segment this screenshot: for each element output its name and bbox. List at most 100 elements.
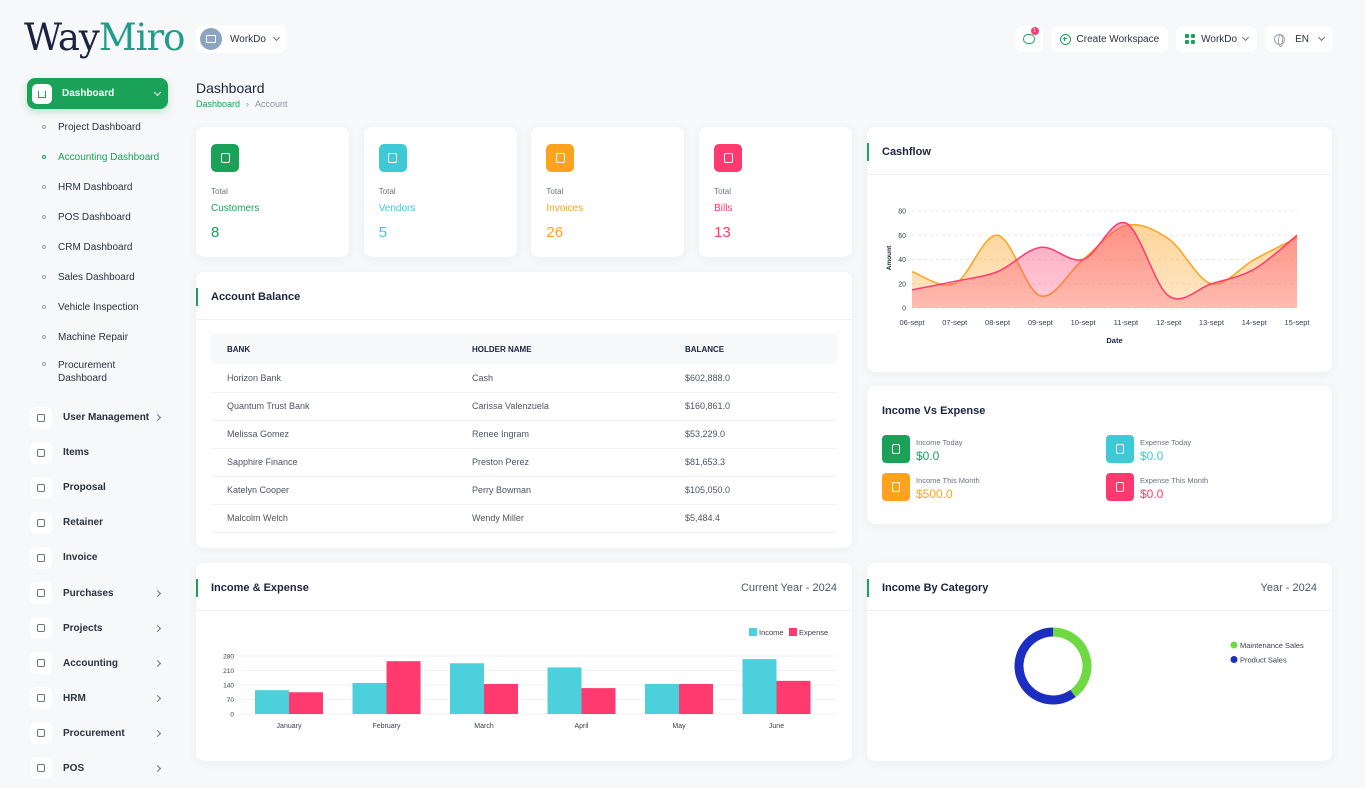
x-tick-label: 11-sept xyxy=(1114,318,1139,327)
checklist-icon xyxy=(30,617,52,640)
stat-value: 13 xyxy=(714,224,731,241)
sidebar-subitem[interactable]: Procurement Dashboard xyxy=(18,356,176,398)
legend-label[interactable]: Income xyxy=(759,628,784,637)
language-dropdown[interactable]: EN xyxy=(1265,26,1333,52)
x-tick-label: 15-sept xyxy=(1284,318,1310,327)
chevron-right-icon xyxy=(153,694,162,702)
y-tick-label: 280 xyxy=(223,654,234,661)
legend-label[interactable]: Product Sales xyxy=(1240,656,1287,665)
sidebar-item-procurement[interactable]: Procurement xyxy=(18,716,176,751)
wallet-icon xyxy=(1106,473,1134,501)
invoice-icon xyxy=(30,546,52,569)
dots-grid-icon xyxy=(30,757,52,780)
sidebar-item-hrm[interactable]: HRM xyxy=(18,681,176,716)
stat-card-bills[interactable]: Total Bills 13 xyxy=(699,127,853,257)
sidebar-item-invoice[interactable]: Invoice xyxy=(18,540,176,575)
sidebar-item-items[interactable]: Items xyxy=(18,435,176,470)
workspace-dropdown-label: WorkDo xyxy=(1201,33,1238,45)
sidebar-item-retainer[interactable]: Retainer xyxy=(18,505,176,540)
stat-value: 8 xyxy=(211,224,220,241)
sidebar-item-dashboard[interactable]: Dashboard xyxy=(27,78,168,109)
legend-label[interactable]: Maintenance Sales xyxy=(1240,641,1304,650)
table-cell: Horizon Bank xyxy=(211,364,456,393)
income-category-chart: Maintenance Sales Product Sales xyxy=(1014,627,1304,705)
sidebar-item-projects[interactable]: Projects xyxy=(18,611,176,646)
sidebar-item-purchases[interactable]: Purchases xyxy=(18,575,176,610)
home-icon xyxy=(32,83,52,104)
sidebar-subitem[interactable]: Accounting Dashboard xyxy=(18,146,176,176)
y-tick-label: 0 xyxy=(902,306,906,313)
legend-label[interactable]: Expense xyxy=(799,628,828,637)
sidebar: Dashboard Project Dashboard Accounting Da… xyxy=(18,72,176,786)
sidebar-subitem[interactable]: CRM Dashboard xyxy=(18,236,176,266)
brand-part2: Miro xyxy=(98,16,186,59)
globe-icon xyxy=(1274,33,1286,47)
bullet-icon xyxy=(42,215,46,219)
hrm-icon xyxy=(30,687,52,710)
chat-icon xyxy=(1022,34,1035,44)
y-tick-label: 0 xyxy=(230,712,234,719)
table-cell: $105,050.0 xyxy=(669,476,837,505)
y-tick-label: 210 xyxy=(223,668,234,675)
legend-swatch xyxy=(749,628,757,636)
area-fill-series-1 xyxy=(912,222,1297,308)
sidebar-subitem-label: Project Dashboard xyxy=(58,122,141,133)
sidebar-item-accounting[interactable]: Accounting xyxy=(18,646,176,681)
create-workspace-button[interactable]: Create Workspace xyxy=(1050,26,1169,52)
brand-logo[interactable]: WayMiro xyxy=(24,16,186,59)
table-cell: $5,484.4 xyxy=(669,504,837,533)
sidebar-item-label: Retainer xyxy=(63,517,104,529)
workspace-switcher[interactable]: WorkDo xyxy=(196,25,287,53)
bar-income-february xyxy=(352,682,387,714)
sidebar-subitem-label: Accounting Dashboard xyxy=(58,152,160,163)
period-label[interactable]: Current Year - 2024 xyxy=(740,582,837,594)
language-label: EN xyxy=(1295,33,1309,45)
bar-income-may xyxy=(645,683,679,714)
table-cell: $160,861.0 xyxy=(669,392,837,421)
stat-name: Customers xyxy=(211,203,260,214)
table-cell: $53,229.0 xyxy=(669,420,837,449)
bullet-icon xyxy=(42,275,46,279)
wallet-icon xyxy=(882,473,910,501)
sidebar-item-user-management[interactable]: User Management xyxy=(18,400,176,435)
cashflow-card: Cashflow 0 20 40 60 80 06-sept 07-sept 08-sept 0… xyxy=(867,127,1332,372)
x-tick-label: 07-sept xyxy=(942,318,968,327)
breadcrumb-home[interactable]: Dashboard xyxy=(196,99,241,109)
stat-name: Vendors xyxy=(378,203,416,214)
stat-card-vendors[interactable]: Total Vendors 5 xyxy=(363,127,517,257)
table-cell: Perry Bowman xyxy=(456,476,669,505)
sidebar-subitem[interactable]: POS Dashboard xyxy=(18,206,176,236)
proposal-icon xyxy=(30,476,52,499)
procurement-icon xyxy=(30,722,52,745)
grid-icon xyxy=(30,652,52,675)
chat-button[interactable]: 1 xyxy=(1014,26,1043,52)
building-icon xyxy=(200,28,222,50)
sidebar-item-pos[interactable]: POS xyxy=(18,751,176,786)
sidebar-item-label: User Management xyxy=(63,412,150,424)
table-cell: $81,653.3 xyxy=(669,448,837,477)
period-label[interactable]: Year - 2024 xyxy=(1260,582,1317,594)
table-cell: Quantum Trust Bank xyxy=(211,392,456,421)
chevron-down-icon xyxy=(272,33,280,42)
bar-expense-may xyxy=(679,683,713,714)
apps-grid-icon xyxy=(1185,34,1196,44)
ive-label: Expense Today xyxy=(1140,438,1192,447)
stat-card-customers[interactable]: Total Customers 8 xyxy=(196,127,349,257)
sidebar-item-proposal[interactable]: Proposal xyxy=(18,470,176,505)
income-vs-expense-card: Income Vs Expense Income Today $0.0 Expens… xyxy=(867,386,1332,524)
stat-card-invoices[interactable]: Total Invoices 26 xyxy=(531,127,685,257)
workspace-dropdown[interactable]: WorkDo xyxy=(1176,26,1258,52)
sidebar-subitem[interactable]: Machine Repair xyxy=(18,326,176,356)
y-axis-label: Amount xyxy=(886,245,893,270)
x-tick-label: 06-sept xyxy=(899,318,925,327)
donut-slice-product-sales xyxy=(1014,627,1076,705)
sidebar-subitem[interactable]: Vehicle Inspection xyxy=(18,296,176,326)
bar-income-june xyxy=(742,659,777,714)
table-row: Malcolm Welch Wendy Miller $5,484.4 xyxy=(211,504,837,533)
y-tick-label: 20 xyxy=(898,281,906,288)
sidebar-subitem[interactable]: HRM Dashboard xyxy=(18,176,176,206)
table-cell: Wendy Miller xyxy=(456,504,669,533)
ive-value: $500.0 xyxy=(916,487,953,501)
sidebar-subitem[interactable]: Project Dashboard xyxy=(18,116,176,146)
sidebar-subitem[interactable]: Sales Dashboard xyxy=(18,266,176,296)
